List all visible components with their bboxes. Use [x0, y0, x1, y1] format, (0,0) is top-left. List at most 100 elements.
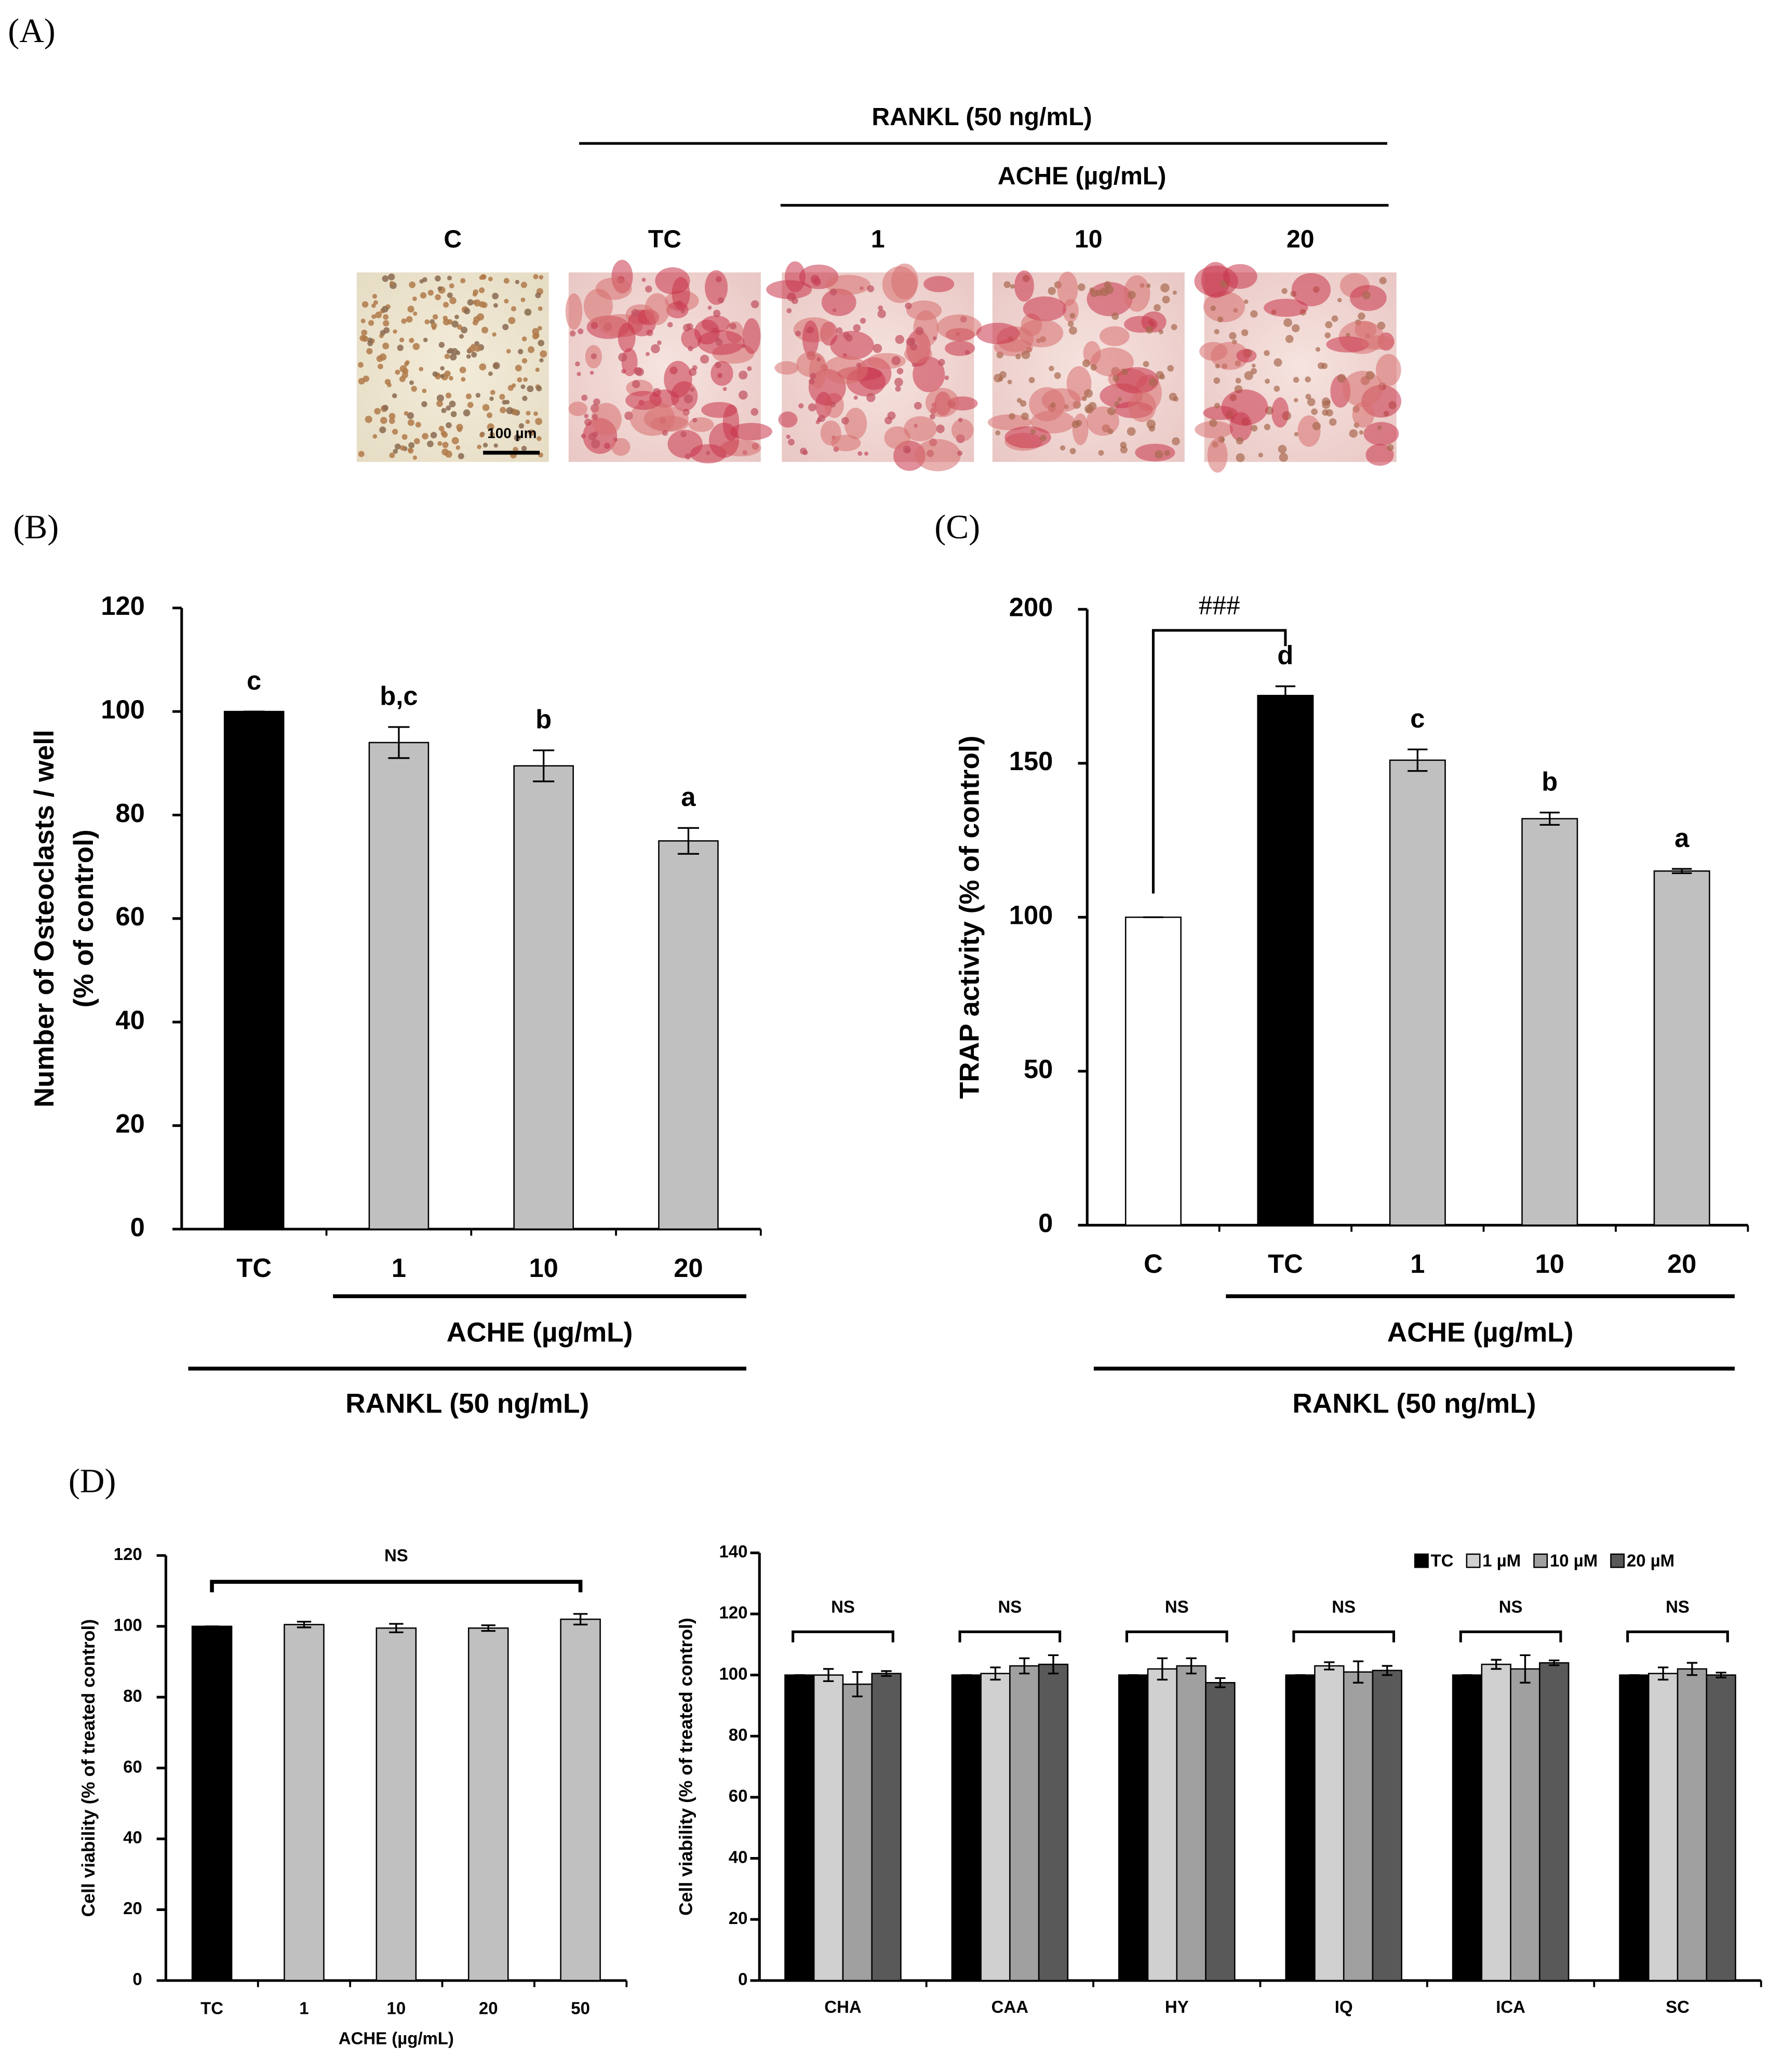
cell: [1120, 446, 1128, 454]
y-tick-label: 0: [738, 1970, 747, 1989]
group-label: ACHE (µg/mL): [998, 162, 1166, 190]
cell: [1099, 326, 1130, 346]
cell: [358, 378, 365, 385]
group-label: RANKL (50 ng/mL): [345, 1389, 589, 1419]
cell: [1054, 372, 1061, 379]
cell: [680, 431, 687, 438]
cell: [492, 292, 499, 300]
cell: [905, 302, 912, 310]
cell: [815, 420, 820, 424]
error-bar: [1215, 1677, 1226, 1688]
cell: [818, 414, 825, 422]
error-bar: [297, 1621, 312, 1629]
cell: [438, 425, 445, 432]
cell: [503, 278, 510, 284]
cell: [463, 307, 471, 315]
y-tick-label: 100: [114, 1615, 142, 1634]
cell: [489, 396, 494, 401]
image-label: 1: [871, 225, 885, 253]
cell: [1329, 418, 1337, 426]
cell: [1172, 437, 1180, 446]
cell: [1264, 299, 1308, 317]
cell: [1337, 373, 1346, 383]
cell: [1023, 296, 1066, 321]
cell: [506, 407, 514, 414]
bar: [1009, 1665, 1040, 1982]
cell: [376, 355, 383, 362]
cell: [444, 370, 451, 377]
cell: [538, 340, 544, 346]
bar: [376, 1627, 417, 1982]
cell: [999, 371, 1007, 379]
cell: [1349, 429, 1358, 438]
cell: [805, 328, 810, 333]
cell: [461, 326, 468, 333]
cell: [631, 308, 640, 317]
y-tick-label: 0: [132, 1970, 142, 1989]
cell: [1235, 378, 1241, 384]
cell: [422, 433, 428, 440]
y-tick-label: 140: [719, 1542, 747, 1561]
cell: [511, 306, 517, 312]
cell: [857, 451, 863, 456]
cell: [1090, 364, 1097, 371]
cell: [1018, 319, 1064, 347]
cell: [591, 402, 622, 436]
cell: [1135, 443, 1175, 462]
cell: [399, 445, 406, 451]
cell: [404, 411, 409, 416]
cell: [644, 406, 689, 432]
cell: [1274, 385, 1280, 392]
bar-label: c: [247, 666, 261, 695]
cell: [722, 387, 727, 392]
cell: [490, 389, 495, 395]
cell: [366, 348, 373, 355]
cell: [581, 394, 588, 401]
y-tick-label: 50: [1024, 1054, 1053, 1084]
cell: [1148, 425, 1156, 432]
cell: [1072, 413, 1089, 446]
cell: [411, 386, 417, 392]
x-tick-label: CHA: [824, 1997, 861, 2016]
bar: [191, 1625, 233, 1982]
cell: [891, 356, 901, 366]
cell: [591, 353, 597, 359]
cell: [569, 330, 576, 337]
cell: [442, 441, 449, 448]
cell: [514, 434, 521, 441]
bar-label: b: [1542, 766, 1558, 796]
bar-label: a: [681, 782, 696, 812]
cell: [1342, 371, 1383, 407]
cell: [444, 354, 450, 359]
bar: [1314, 1665, 1345, 1982]
bar: [813, 1674, 844, 1982]
x-tick-label: TC: [200, 1998, 223, 2017]
bar-label: a: [1674, 823, 1690, 853]
x-tick-label: 1: [1410, 1249, 1425, 1279]
cell: [451, 320, 459, 328]
cell: [467, 299, 474, 306]
cell: [1305, 376, 1311, 383]
y-tick-label: 100: [1009, 900, 1053, 930]
cell: [832, 308, 837, 313]
cell: [423, 338, 428, 342]
cell: [945, 341, 975, 356]
cell: [389, 452, 395, 459]
bar: [980, 1673, 1011, 1982]
cell: [1050, 402, 1056, 408]
cell: [480, 274, 486, 280]
cell: [915, 327, 924, 335]
cell: [672, 277, 690, 310]
cell: [1210, 305, 1216, 311]
cell: [1090, 289, 1098, 298]
cell: [1293, 376, 1299, 383]
cell: [412, 455, 417, 460]
error-bar: [1157, 1657, 1168, 1681]
cell: [476, 313, 485, 321]
panel-label: (B): [13, 508, 59, 546]
cell: [906, 300, 942, 320]
cell: [700, 355, 709, 364]
cell: [1048, 287, 1056, 295]
cell: [701, 315, 730, 333]
annotation: NS: [831, 1597, 855, 1616]
